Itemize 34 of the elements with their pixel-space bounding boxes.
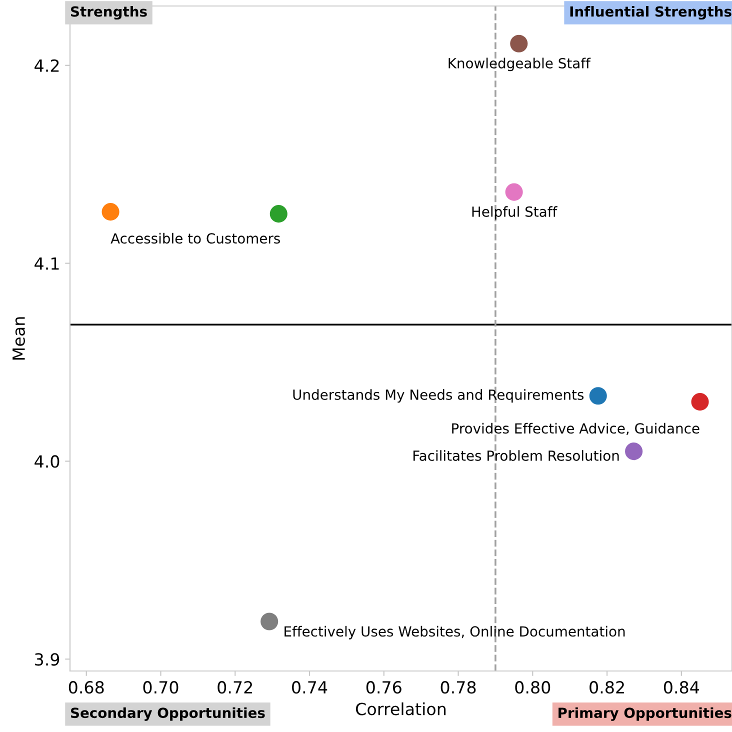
annotation: Helpful Staff <box>472 206 558 220</box>
x-tick-label: 0.78 <box>440 681 476 694</box>
x-tick-label: 0.68 <box>68 681 104 694</box>
annotation: Influential Strengths <box>570 6 732 20</box>
x-tick-label: 0.80 <box>515 681 550 694</box>
y-tick-label: 4.1 <box>34 257 59 270</box>
point <box>102 203 120 221</box>
point <box>260 612 278 630</box>
x-tick-label: 0.84 <box>664 681 700 694</box>
annotation: Provides Effective Advice, Guidance <box>452 422 700 436</box>
y-tick-label: 4.0 <box>34 455 60 468</box>
x-tick-label: 0.74 <box>292 681 328 694</box>
annotation: Understands My Needs and Requirements <box>293 389 584 403</box>
text: Secondary Opportunities <box>70 707 265 721</box>
x-tick-label: 0.70 <box>143 681 178 694</box>
x-tick-label: 0.76 <box>366 681 402 694</box>
annotation: Strengths <box>70 6 147 20</box>
point <box>505 183 523 201</box>
point <box>589 387 607 405</box>
annotation: Knowledgeable Staff <box>448 58 591 72</box>
x-axis-title: Correlation <box>356 702 446 716</box>
y-axis-title: Mean <box>12 317 25 360</box>
annotation: Effectively Uses Websites, Online Documentation <box>284 626 625 640</box>
point <box>510 34 528 52</box>
text: Primary Opportunities <box>558 707 732 721</box>
annotation: Facilitates Problem Resolution <box>413 450 619 461</box>
y-tick-label: 3.9 <box>35 653 60 666</box>
point <box>691 393 709 411</box>
point <box>270 205 288 223</box>
y-tick-label: 4.2 <box>34 59 59 72</box>
annotation: Accessible to Customers <box>110 232 280 244</box>
point <box>625 442 643 460</box>
x-tick-label: 0.72 <box>218 681 252 694</box>
x-tick-label: 0.82 <box>590 681 624 694</box>
